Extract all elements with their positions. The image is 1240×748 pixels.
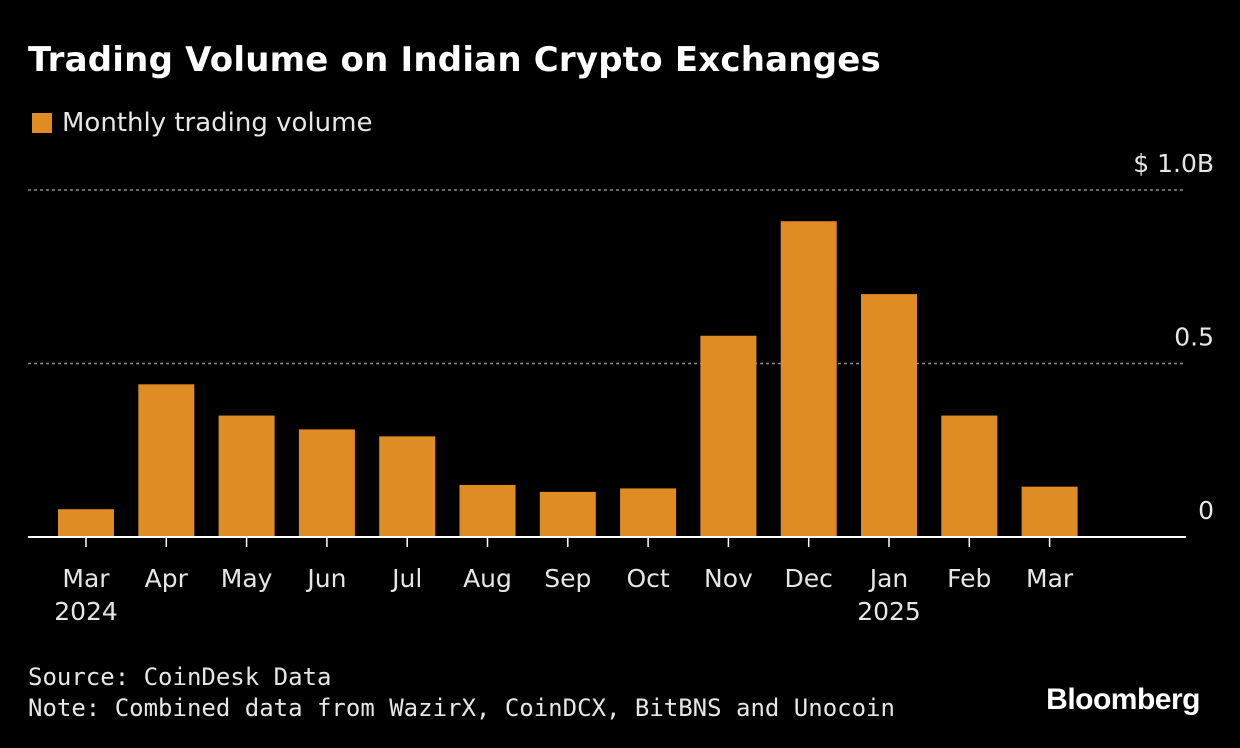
x-tick-label: Jan bbox=[868, 564, 909, 593]
bloomberg-logo: Bloomberg bbox=[1046, 683, 1200, 716]
bar bbox=[379, 436, 436, 537]
bar bbox=[861, 294, 917, 537]
bar bbox=[459, 484, 516, 537]
x-tick-label: Nov bbox=[704, 564, 753, 593]
chart-title: Trading Volume on Indian Crypto Exchange… bbox=[28, 40, 881, 80]
x-tick-label: Jul bbox=[390, 564, 422, 593]
chart-footer: Source: CoinDesk Data Note: Combined dat… bbox=[28, 662, 895, 724]
x-year-label: 2025 bbox=[857, 597, 921, 626]
x-tick-label: Apr bbox=[145, 564, 189, 593]
y-tick-label: 0.5 bbox=[1174, 323, 1214, 352]
y-tick-label: 0 bbox=[1198, 496, 1214, 525]
x-tick-label: Sep bbox=[544, 564, 591, 593]
x-tick-label: Mar bbox=[1026, 564, 1074, 593]
x-tick-label: Oct bbox=[626, 564, 669, 593]
x-tick-label: May bbox=[221, 564, 273, 593]
bar bbox=[620, 488, 677, 537]
bar-chart: 0 0.5 $ 1.0B Mar 2024 Apr May Jun Jul Aug Sep Oct No… bbox=[28, 149, 1214, 626]
x-tick-label: Feb bbox=[947, 564, 991, 593]
x-tick-label: Jun bbox=[305, 564, 346, 593]
bar bbox=[700, 335, 757, 537]
x-tick-label: Dec bbox=[785, 564, 833, 593]
bar bbox=[780, 221, 837, 538]
bar bbox=[138, 384, 195, 537]
bar bbox=[1021, 486, 1078, 537]
bar bbox=[58, 509, 114, 537]
data-note: Note: Combined data from WazirX, CoinDCX… bbox=[28, 694, 895, 722]
y-tick-label: $ 1.0B bbox=[1133, 149, 1214, 178]
legend: Monthly trading volume bbox=[32, 108, 372, 138]
x-year-label: 2024 bbox=[54, 597, 118, 626]
x-tick-label: Aug bbox=[463, 564, 512, 593]
bar bbox=[298, 429, 355, 537]
legend-swatch bbox=[32, 113, 52, 133]
bar bbox=[218, 415, 275, 537]
x-tick-label: Mar bbox=[62, 564, 110, 593]
source-note: Source: CoinDesk Data bbox=[28, 663, 332, 691]
bar bbox=[539, 491, 596, 537]
legend-label: Monthly trading volume bbox=[62, 108, 373, 138]
bar bbox=[941, 415, 998, 537]
